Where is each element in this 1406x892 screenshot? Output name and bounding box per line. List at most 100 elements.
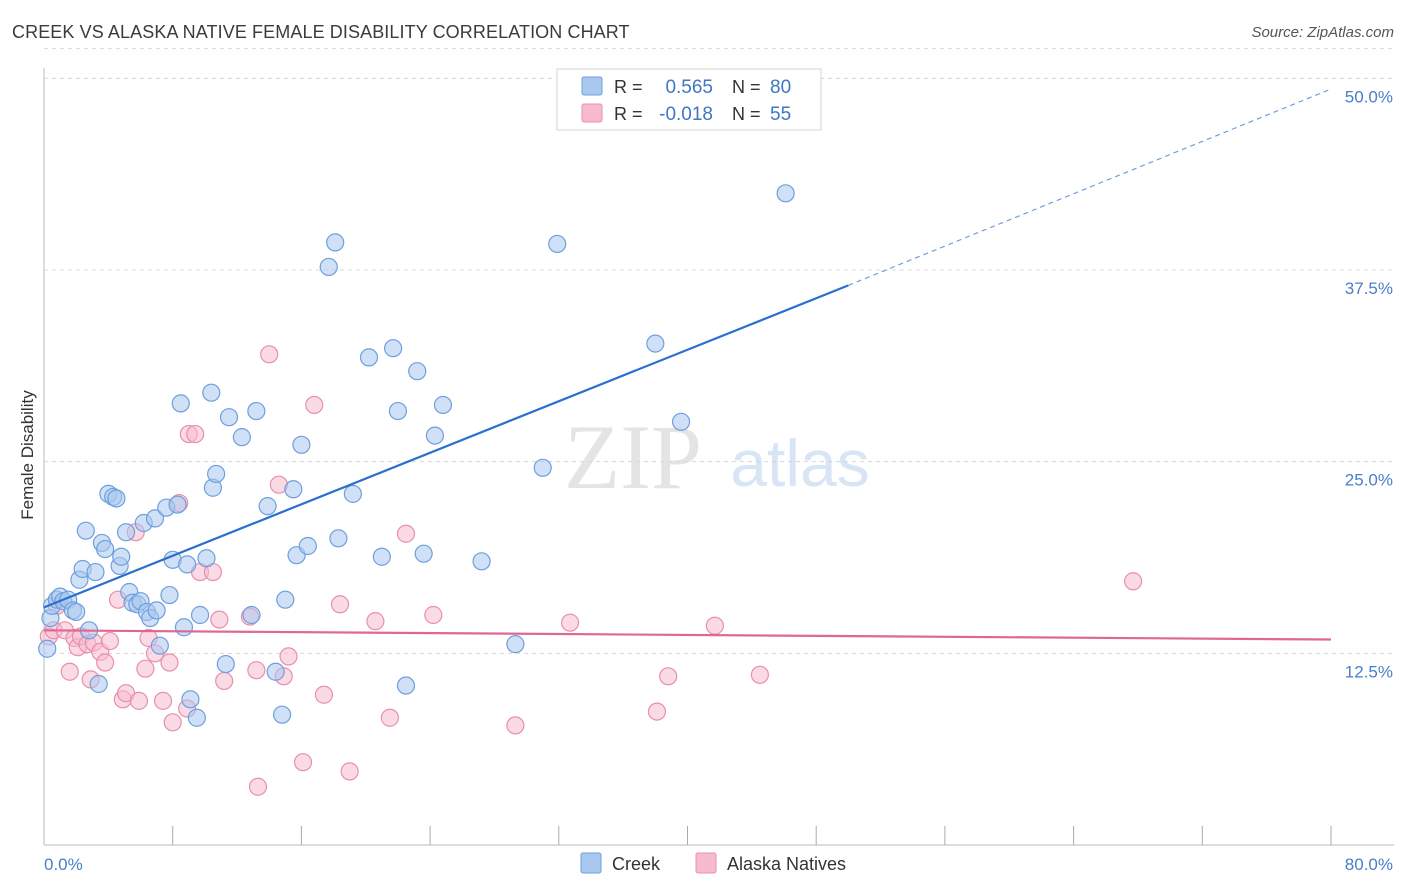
y-tick-label: 37.5%	[1345, 279, 1393, 298]
alaska-natives-point	[424, 605, 443, 625]
creek-point	[425, 426, 445, 445]
creek-point	[671, 412, 691, 431]
alaska-natives-point	[305, 395, 324, 415]
alaska-natives-point	[260, 345, 279, 364]
creek-point	[89, 674, 108, 694]
creek-point	[145, 509, 165, 528]
alaska-natives-point	[163, 713, 182, 732]
creek-point	[160, 585, 179, 605]
creek-point	[284, 480, 303, 499]
alaska-natives-point	[293, 753, 313, 772]
creek-point	[276, 590, 295, 609]
creek-n-value: 80	[770, 77, 791, 98]
alaska-natives-point	[247, 661, 266, 680]
alaska-natives-point	[96, 653, 115, 672]
source-credit: Source: ZipAtlas.com	[1251, 24, 1394, 41]
creek-point	[383, 339, 403, 358]
creek-point	[548, 234, 567, 254]
alaska-natives-point	[153, 691, 173, 710]
creek-point	[116, 523, 136, 542]
creek-point	[247, 401, 266, 421]
alaska-n-value: 55	[770, 104, 791, 125]
watermark: ZIP atlas	[564, 406, 870, 508]
creek-point	[187, 708, 206, 727]
creek-point	[292, 435, 311, 454]
creek-point	[472, 552, 491, 571]
creek-point	[433, 395, 453, 415]
alaska-natives-point	[160, 653, 179, 672]
creek-point	[190, 605, 210, 625]
alaska-n-label: N =	[732, 104, 761, 124]
creek-point	[343, 484, 362, 503]
alaska-natives-point	[215, 671, 234, 691]
creek-point	[168, 495, 187, 514]
alaska-natives-point	[129, 691, 149, 710]
creek-point	[219, 408, 239, 427]
alaska-natives-trend-line	[43, 629, 1332, 641]
legend-alaska-label: Alaska Natives	[727, 854, 846, 874]
stats-legend: R = 0.565 N = 80 R = -0.018 N = 55	[556, 68, 822, 131]
creek-point	[298, 536, 317, 556]
creek-point	[258, 497, 277, 516]
alaska-natives-point	[1124, 572, 1143, 591]
alaska-natives-point	[136, 659, 155, 678]
alaska-natives-point	[330, 595, 350, 614]
y-tick-label: 25.0%	[1345, 471, 1393, 490]
alaska-natives-point	[366, 612, 385, 631]
creek-points	[38, 184, 795, 727]
alaska-natives-point	[210, 610, 229, 629]
legend-creek-swatch	[580, 852, 602, 874]
trend-lines	[43, 88, 1332, 641]
creek-point	[359, 348, 379, 367]
creek-point	[396, 676, 416, 695]
creek-point	[178, 555, 197, 574]
creek-point	[266, 662, 285, 681]
creek-point	[242, 605, 261, 625]
creek-point	[272, 705, 292, 724]
creek-point	[414, 544, 433, 563]
alaska-natives-point	[659, 667, 678, 686]
chart-title: CREEK VS ALASKA NATIVE FEMALE DISABILITY…	[12, 22, 630, 42]
creek-point	[329, 529, 348, 548]
alaska-natives-point	[750, 665, 769, 684]
series-legend: Creek Alaska Natives	[580, 852, 846, 874]
creek-trend-extension	[848, 88, 1332, 286]
creek-point	[646, 334, 665, 353]
alaska-r-label: R =	[614, 104, 643, 124]
creek-point	[326, 233, 345, 252]
creek-point	[171, 394, 190, 413]
creek-r-label: R =	[614, 77, 643, 97]
creek-point	[107, 489, 126, 508]
creek-trend-line	[43, 284, 849, 609]
grid-lines	[44, 48, 1394, 654]
alaska-natives-point	[248, 777, 268, 796]
alaska-natives-point	[314, 685, 334, 704]
creek-point	[372, 547, 391, 566]
creek-point	[197, 549, 216, 568]
creek-point	[388, 401, 408, 421]
alaska-natives-point	[506, 716, 525, 735]
creek-point	[96, 539, 115, 559]
creek-point	[202, 383, 221, 402]
alaska-natives-point	[380, 708, 399, 727]
creek-point	[216, 654, 235, 674]
creek-point	[76, 521, 95, 540]
alaska-natives-point	[100, 631, 120, 651]
alaska-natives-point	[186, 424, 205, 444]
creek-point	[150, 636, 169, 655]
creek-point	[67, 602, 86, 622]
alaska-natives-point	[647, 702, 667, 721]
x-tick-label-max: 80.0%	[1345, 855, 1393, 874]
creek-point	[533, 458, 552, 477]
y-tick-label: 50.0%	[1345, 87, 1393, 106]
creek-point	[506, 635, 525, 654]
axes	[43, 68, 1394, 846]
legend-alaska-swatch	[695, 852, 717, 874]
creek-point	[408, 362, 427, 381]
alaska-natives-point	[396, 524, 416, 543]
creek-point	[174, 618, 194, 637]
alaska-natives-point	[279, 647, 298, 666]
creek-point	[38, 639, 57, 658]
y-tick-label: 12.5%	[1345, 662, 1393, 681]
